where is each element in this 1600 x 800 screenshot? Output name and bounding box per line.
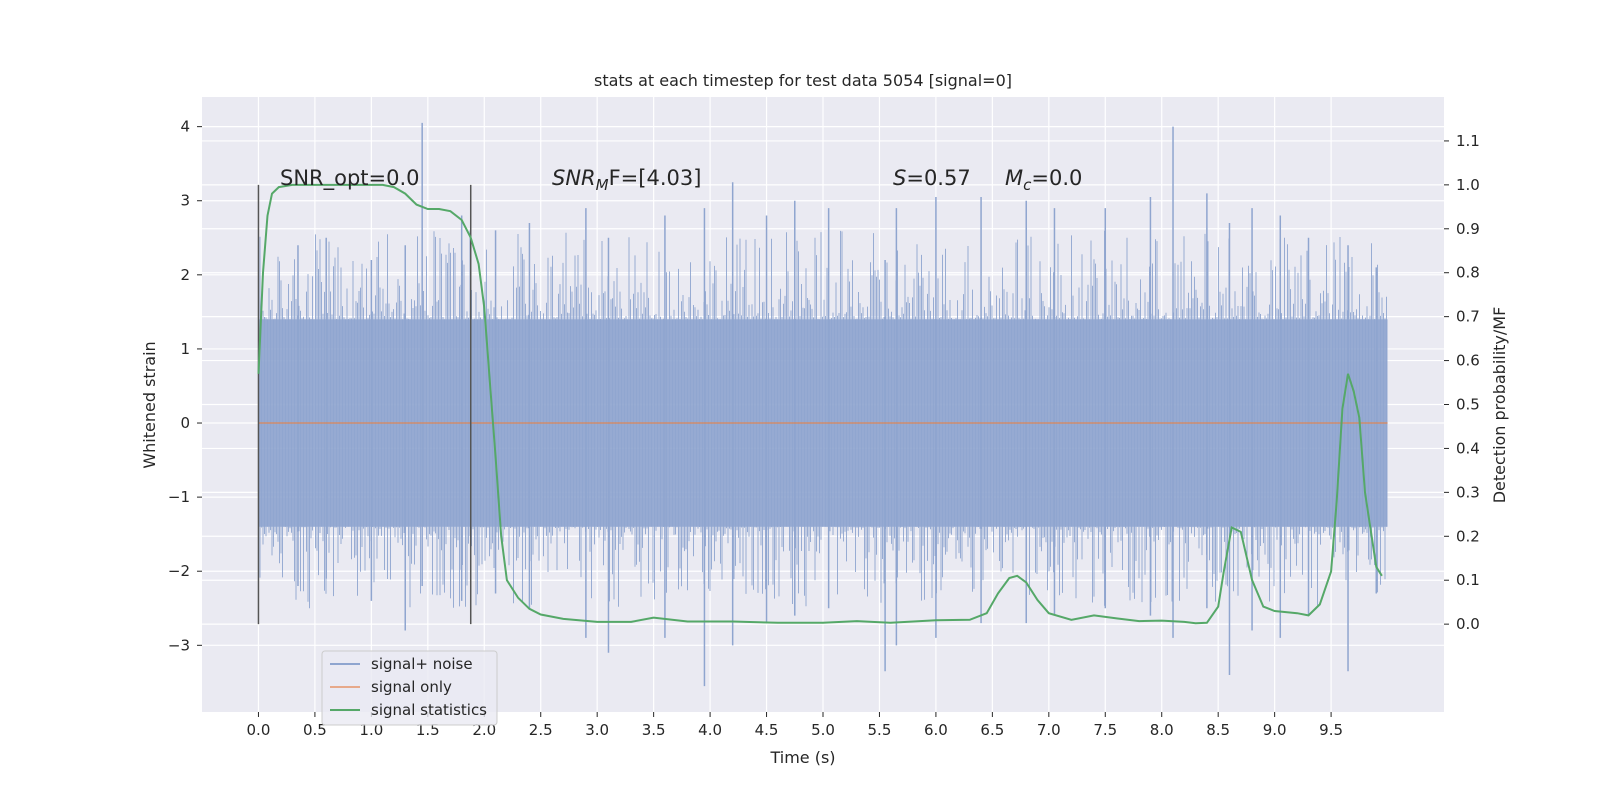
signal-statistics-series (257, 183, 1383, 625)
yr-tick-label-3: 0.3 (1456, 483, 1480, 501)
annotation-s-value: =0.57 (906, 166, 970, 190)
x-tick-label-9: 4.5 (755, 721, 779, 739)
x-tick-label-14: 7.0 (1037, 721, 1061, 739)
yl-tick-label-4: 1 (180, 340, 190, 358)
yl-tick-label-5: 2 (180, 266, 190, 284)
yr-tick-label-2: 0.2 (1456, 527, 1480, 545)
x-axis-label: Time (s) (769, 748, 835, 767)
x-tick-label-1: 0.5 (303, 721, 327, 739)
x-tick-label-0: 0.0 (247, 721, 271, 739)
x-tick-label-8: 4.0 (698, 721, 722, 739)
y-right-axis-label: Detection probability/MF (1490, 307, 1509, 504)
x-tick-label-12: 6.0 (924, 721, 948, 739)
yr-tick-label-10: 1.0 (1456, 176, 1480, 194)
annotation-mc-value: =0.0 (1031, 166, 1082, 190)
annotation-snr-mf: SNRMF=[4.03] (552, 166, 701, 194)
x-tick-label-18: 9.0 (1263, 721, 1287, 739)
y-left-tick-labels: −3 −2 −1 0 1 2 3 4 (168, 118, 202, 654)
legend-label-stats: signal statistics (371, 701, 487, 719)
annotation-snr-mf-prefix: SNR (552, 166, 596, 190)
yl-tick-label-7: 4 (180, 118, 190, 136)
legend-label-noise: signal+ noise (371, 655, 473, 673)
annotation-snr-mf-sub: M (596, 176, 609, 194)
x-tick-label-11: 5.5 (868, 721, 892, 739)
annotation-mc: Mc=0.0 (1005, 166, 1082, 194)
yr-tick-label-11: 1.1 (1456, 132, 1480, 150)
yr-tick-label-1: 0.1 (1456, 571, 1480, 589)
annotation-s-var: S (893, 166, 906, 190)
annotation-snr-mf-suffix: F=[4.03] (609, 166, 702, 190)
x-tick-label-17: 8.5 (1206, 721, 1230, 739)
y-right-tick-labels: 0.0 0.1 0.2 0.3 0.4 0.5 0.6 0.7 0.8 0.9 1.0 1.1 (1444, 132, 1480, 633)
x-tick-label-16: 8.0 (1150, 721, 1174, 739)
annotation-snr-opt: SNR_opt=0.0 (280, 166, 420, 191)
signal-statistics-line (257, 183, 1383, 625)
x-tick-label-7: 3.5 (642, 721, 666, 739)
x-tick-label-6: 3.0 (585, 721, 609, 739)
x-tick-label-13: 6.5 (980, 721, 1004, 739)
y-left-axis-label: Whitened strain (140, 341, 159, 468)
yl-tick-label-0: −3 (168, 636, 190, 654)
annotation-mc-var: M (1005, 166, 1023, 190)
x-tick-label-5: 2.5 (529, 721, 553, 739)
vertical-markers (257, 184, 472, 625)
yl-tick-label-6: 3 (180, 192, 190, 210)
yl-tick-label-3: 0 (180, 414, 190, 432)
legend-box (321, 650, 498, 726)
yr-tick-label-5: 0.5 (1456, 396, 1480, 414)
x-tick-label-10: 5.0 (811, 721, 835, 739)
yl-tick-label-1: −2 (168, 562, 190, 580)
chart-title: stats at each timestep for test data 505… (594, 71, 1012, 90)
yr-tick-label-7: 0.7 (1456, 308, 1480, 326)
yr-tick-label-4: 0.4 (1456, 439, 1480, 457)
annotation-mc-sub: c (1023, 176, 1032, 194)
yr-tick-label-9: 0.9 (1456, 220, 1480, 238)
legend: signal+ noise signal only signal statist… (321, 650, 498, 726)
legend-label-signal: signal only (371, 678, 452, 696)
x-tick-label-19: 9.5 (1319, 721, 1343, 739)
yr-tick-label-0: 0.0 (1456, 615, 1480, 633)
yr-tick-label-8: 0.8 (1456, 264, 1480, 282)
annotation-s: S=0.57 (893, 166, 971, 190)
yr-tick-label-6: 0.6 (1456, 352, 1480, 370)
x-tick-label-15: 7.5 (1093, 721, 1117, 739)
yl-tick-label-2: −1 (168, 488, 190, 506)
